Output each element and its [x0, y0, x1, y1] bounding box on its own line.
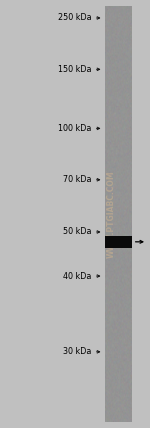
Bar: [105, 236, 132, 248]
Text: 50 kDa: 50 kDa: [63, 227, 92, 237]
Text: 30 kDa: 30 kDa: [63, 347, 92, 357]
Text: 40 kDa: 40 kDa: [63, 271, 92, 281]
Text: WWW.PTGIABC.COM: WWW.PTGIABC.COM: [106, 170, 116, 258]
Text: 100 kDa: 100 kDa: [58, 124, 92, 133]
Text: 150 kDa: 150 kDa: [58, 65, 92, 74]
Text: 250 kDa: 250 kDa: [58, 13, 92, 23]
Text: 70 kDa: 70 kDa: [63, 175, 92, 184]
